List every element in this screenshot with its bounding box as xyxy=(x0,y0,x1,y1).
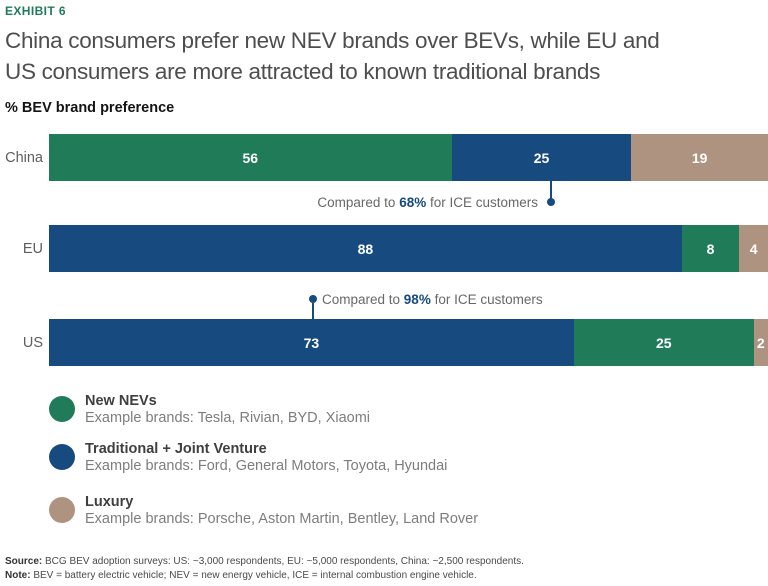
legend-item-new-nevs: New NEVs Example brands: Tesla, Rivian, … xyxy=(49,393,370,426)
segment-value: 88 xyxy=(357,240,374,257)
segment-us-traditional-jv: 73 xyxy=(49,319,574,366)
segment-value: 73 xyxy=(303,334,320,351)
annotation-highlight: 98% xyxy=(403,292,431,307)
callout-pointer-dot xyxy=(309,295,317,303)
row-label-us: US xyxy=(22,334,43,351)
segment-eu-new-nevs: 8 xyxy=(681,225,740,272)
legend-item-luxury: Luxury Example brands: Porsche, Aston Ma… xyxy=(49,494,478,527)
segment-eu-traditional-jv: 88 xyxy=(49,225,682,272)
legend-name: Luxury xyxy=(85,494,134,510)
row-label-china: China xyxy=(5,149,43,166)
bar-row-eu: EU 88 8 4 xyxy=(0,225,768,272)
title-line-1: China consumers prefer new NEV brands ov… xyxy=(5,28,660,53)
segment-eu-luxury: 4 xyxy=(739,225,768,272)
callout-pointer-dot xyxy=(547,198,555,206)
segment-value: 25 xyxy=(533,149,550,166)
legend-description: Example brands: Porsche, Aston Martin, B… xyxy=(85,511,479,527)
stacked-bar-eu: 88 8 4 xyxy=(49,225,768,272)
segment-value: 19 xyxy=(691,149,708,166)
stacked-bar-china: 56 25 19 xyxy=(49,134,768,181)
annotation-us-ice: Compared to 98% for ICE customers xyxy=(322,293,543,307)
title-line-2: US consumers are more attracted to known… xyxy=(5,59,601,84)
bar-row-china: China 56 25 19 xyxy=(0,134,768,181)
segment-value: 25 xyxy=(655,334,672,351)
note-text: BEV = battery electric vehicle; NEV = ne… xyxy=(30,570,477,581)
segment-value: 56 xyxy=(242,149,259,166)
exhibit-label: EXHIBIT 6 xyxy=(5,4,66,18)
legend-name: Traditional + Joint Venture xyxy=(85,441,267,457)
legend-swatch-blue-icon xyxy=(49,444,75,470)
bar-row-us: US 73 25 2 xyxy=(0,319,768,366)
chart-axis-caption: % BEV brand preference xyxy=(5,100,175,116)
segment-us-luxury: 2 xyxy=(753,319,768,366)
segment-china-traditional-jv: 25 xyxy=(451,134,632,181)
legend-item-traditional-jv: Traditional + Joint Venture Example bran… xyxy=(49,441,447,474)
callout-pointer-line xyxy=(550,181,552,199)
annotation-prefix: Compared to xyxy=(322,292,404,307)
segment-value: 8 xyxy=(706,240,715,257)
segment-value: 2 xyxy=(756,334,765,351)
source-label: Source: xyxy=(5,556,43,567)
annotation-highlight: 68% xyxy=(399,195,427,210)
segment-china-luxury: 19 xyxy=(631,134,768,181)
segment-us-new-nevs: 25 xyxy=(573,319,754,366)
source-line: Source: BCG BEV adoption surveys: US: ~3… xyxy=(5,555,524,569)
legend-swatch-tan-icon xyxy=(49,497,75,523)
legend-name: New NEVs xyxy=(85,393,157,409)
legend-description: Example brands: Ford, General Motors, To… xyxy=(85,458,448,474)
annotation-prefix: Compared to xyxy=(317,195,400,210)
page-title: China consumers prefer new NEV brands ov… xyxy=(5,25,760,87)
callout-pointer-line xyxy=(312,303,314,319)
row-label-eu: EU xyxy=(22,240,43,257)
note-label: Note: xyxy=(5,570,31,581)
note-line: Note: BEV = battery electric vehicle; NE… xyxy=(5,569,524,583)
annotation-china-ice: Compared to 68% for ICE customers xyxy=(0,196,538,210)
legend-description: Example brands: Tesla, Rivian, BYD, Xiao… xyxy=(85,410,371,426)
footnotes: Source: BCG BEV adoption surveys: US: ~3… xyxy=(5,555,524,583)
stacked-bar-us: 73 25 2 xyxy=(49,319,768,366)
annotation-suffix: for ICE customers xyxy=(426,195,538,210)
annotation-suffix: for ICE customers xyxy=(430,292,543,307)
source-text: BCG BEV adoption surveys: US: ~3,000 res… xyxy=(42,556,524,567)
legend-swatch-green-icon xyxy=(49,396,75,422)
segment-china-new-nevs: 56 xyxy=(49,134,452,181)
segment-value: 4 xyxy=(749,240,758,257)
